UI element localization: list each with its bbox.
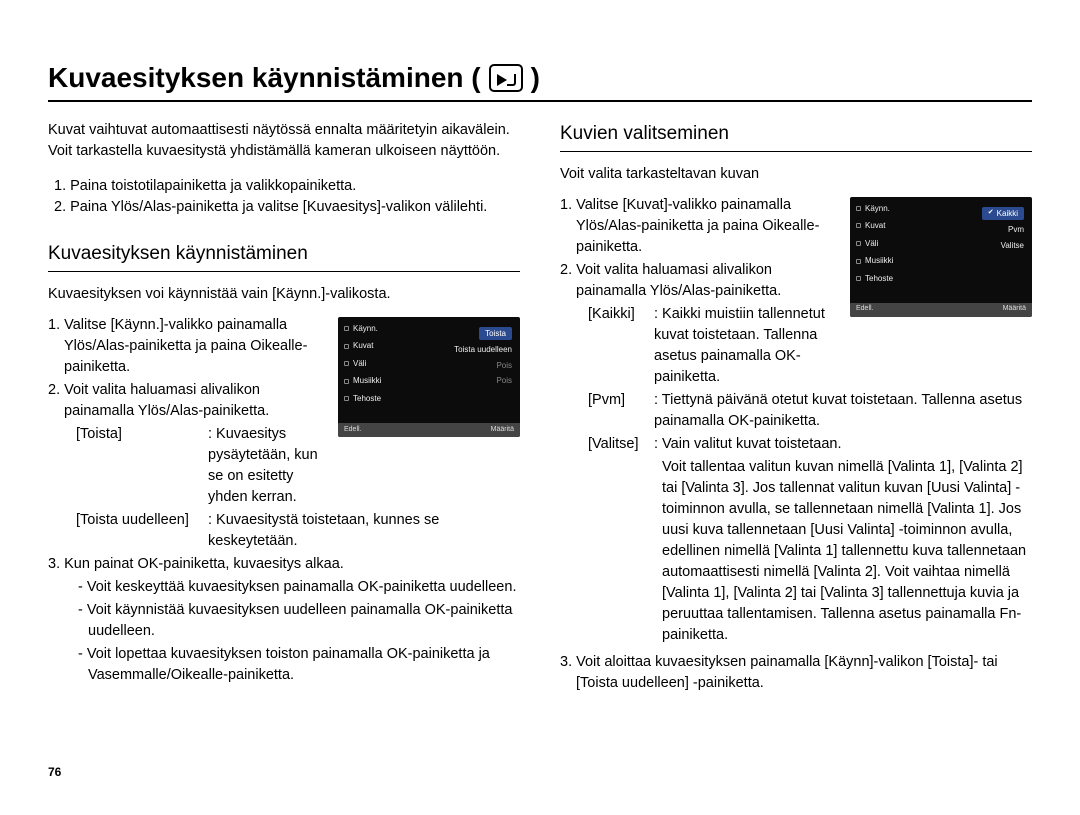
valitse-extra: Voit tallentaa valitun kuvan nimellä [Va… xyxy=(560,457,1032,646)
left-section-title: Kuvaesityksen käynnistäminen xyxy=(48,240,520,272)
ssr-menu-0: Käynn. xyxy=(865,203,890,215)
ss-dim-2: Pois xyxy=(496,360,512,372)
def-desc-0: : Kuvaesitys pysäytetään, kun se on esit… xyxy=(208,424,330,508)
left-lead: Kuvaesityksen voi käynnistää vain [Käynn… xyxy=(48,284,520,305)
right-lead: Voit valita tarkasteltavan kuvan xyxy=(560,164,1032,185)
ssr-br: Määritä xyxy=(1003,304,1026,314)
ssr-opt-0: Kaikki xyxy=(997,208,1018,220)
ssr-menu-4: Tehoste xyxy=(865,273,893,285)
ssr-opt-2: Valitse xyxy=(1001,240,1024,252)
ssr-opt-1: Pvm xyxy=(1008,224,1024,236)
def-term-0: [Toista] xyxy=(76,424,204,508)
ssr-bl: Edell. xyxy=(856,304,874,314)
rdef-term-1: [Pvm] xyxy=(588,390,650,432)
left-bullet-0: - Voit keskeyttää kuvaesityksen painamal… xyxy=(48,577,520,598)
ss-dim-3: Pois xyxy=(496,375,512,387)
ss-opt-0: Toista xyxy=(479,327,512,341)
ss-opt-1: Toista uudelleen xyxy=(454,344,512,356)
top-step-1: 1. Paina toistotilapainiketta ja valikko… xyxy=(54,176,520,197)
page-number: 76 xyxy=(48,765,61,779)
def-desc-1: : Kuvaesitystä toistetaan, kunnes se kes… xyxy=(208,510,520,552)
ssr-menu-1: Kuvat xyxy=(865,220,885,232)
ssr-menu-3: Musiikki xyxy=(865,255,893,267)
ssr-menu-2: Väli xyxy=(865,238,878,250)
ss-bl: Edell. xyxy=(344,425,362,435)
rdef-term-0: [Kaikki] xyxy=(588,304,650,388)
page-title: Kuvaesityksen käynnistäminen ( ) xyxy=(48,62,1032,102)
ss-menu-4: Tehoste xyxy=(353,393,381,405)
right-column: Kuvien valitseminen Voit valita tarkaste… xyxy=(560,120,1032,696)
left-column: Kuvat vaihtuvat automaattisesti näytössä… xyxy=(48,120,520,696)
left-bullet-2: - Voit lopettaa kuvaesityksen toiston pa… xyxy=(48,644,520,686)
right-section-title: Kuvien valitseminen xyxy=(560,120,1032,152)
slideshow-icon xyxy=(489,64,523,92)
def-term-1: [Toista uudelleen] xyxy=(76,510,204,552)
ss-menu-1: Kuvat xyxy=(353,340,373,352)
intro-text: Kuvat vaihtuvat automaattisesti näytössä… xyxy=(48,120,520,162)
camera-menu-screenshot-left: Käynn. Kuvat Väli Musiikki Tehoste Toist… xyxy=(338,317,520,437)
rdef-desc-1: : Tiettynä päivänä otetut kuvat toisteta… xyxy=(654,390,1032,432)
ss-br: Määritä xyxy=(491,425,514,435)
ss-menu-2: Väli xyxy=(353,358,366,370)
rdef-term-2: [Valitse] xyxy=(588,434,650,455)
rdef-desc-0: : Kaikki muistiin tallennetut kuvat tois… xyxy=(654,304,842,388)
title-text-b: ) xyxy=(531,62,540,94)
rdef-desc-2: : Vain valitut kuvat toistetaan. xyxy=(654,434,1032,455)
camera-menu-screenshot-right: Käynn. Kuvat Väli Musiikki Tehoste ✔Kaik… xyxy=(850,197,1032,317)
top-step-2: 2. Paina Ylös/Alas-painiketta ja valitse… xyxy=(54,197,520,218)
title-text-a: Kuvaesityksen käynnistäminen ( xyxy=(48,62,481,94)
left-bullet-1: - Voit käynnistää kuvaesityksen uudellee… xyxy=(48,600,520,642)
right-step-3: 3. Voit aloittaa kuvaesityksen painamall… xyxy=(560,652,1032,694)
ss-menu-0: Käynn. xyxy=(353,323,378,335)
ss-menu-3: Musiikki xyxy=(353,375,381,387)
left-step-3: 3. Kun painat OK-painiketta, kuvaesitys … xyxy=(48,554,520,575)
